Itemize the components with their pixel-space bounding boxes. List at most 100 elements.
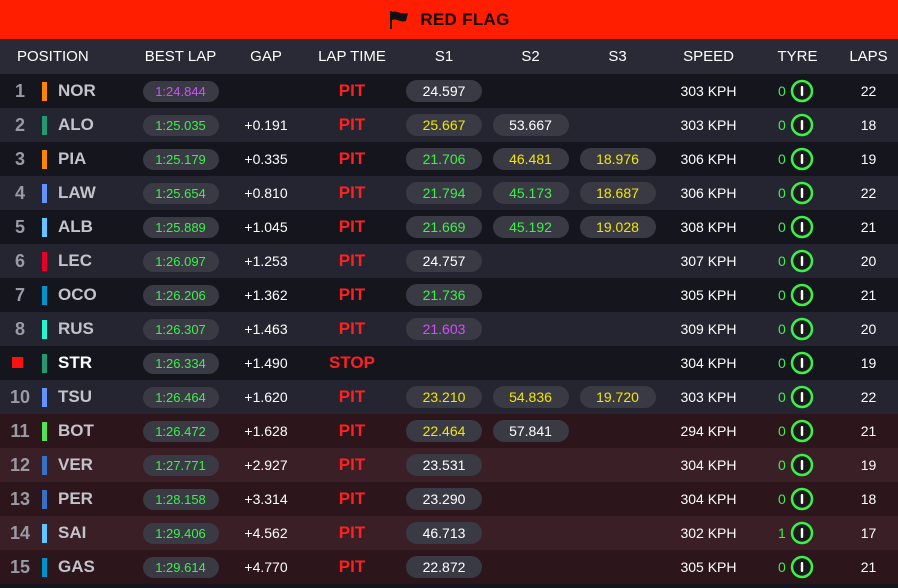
header-laps: LAPS [849, 48, 888, 65]
table-row[interactable]: 14 SAI 1:29.406 +4.562 PIT 46.713 302 KPH 1 17 [0, 516, 898, 550]
sector-s3: 18.687 [579, 182, 656, 204]
tyre-cell: 0 [756, 278, 839, 312]
s1-cell: 22.464 [401, 420, 487, 442]
s2-cell: 54.836 [487, 386, 574, 408]
table-row[interactable]: 4 LAW 1:25.654 +0.810 PIT 21.794 45.173 18.687 3… [0, 176, 898, 210]
laps-value: 19 [860, 457, 877, 473]
s1-cell: 21.794 [401, 182, 487, 204]
position-cell: 8 RUS [0, 312, 132, 346]
position-number: 5 [14, 217, 25, 237]
table-row[interactable]: 15 GAS 1:29.614 +4.770 PIT 22.872 305 KPH 0 21 [0, 550, 898, 584]
laps-value: 21 [860, 559, 877, 575]
table-row[interactable]: 5 ALB 1:25.889 +1.045 PIT 21.669 45.192 19.028 3… [0, 210, 898, 244]
sector-s1: 21.794 [406, 182, 482, 204]
position-cell: 15 GAS [0, 550, 132, 584]
tyre-cell: 0 [756, 482, 839, 516]
team-color-bar [42, 558, 47, 577]
best-lap-cell: 1:26.472 [132, 420, 229, 442]
table-row[interactable]: 1 NOR 1:24.844 PIT 24.597 303 KPH 0 22 [0, 74, 898, 108]
sector-s2: 54.836 [492, 386, 569, 408]
table-row[interactable]: 6 LEC 1:26.097 +1.253 PIT 24.757 307 KPH 0 20 [0, 244, 898, 278]
speed-value: 302 KPH [680, 525, 737, 541]
team-color-bar [42, 286, 47, 305]
laps-value: 20 [860, 253, 877, 269]
speed-value: 294 KPH [680, 423, 737, 439]
team-color-bar [42, 82, 47, 101]
lap-status: PIT [338, 387, 366, 406]
table-row[interactable]: 7 OCO 1:26.206 +1.362 PIT 21.736 305 KPH 0 21 [0, 278, 898, 312]
lap-status: PIT [338, 421, 366, 440]
speed-value: 304 KPH [680, 355, 737, 371]
tyre-age: 0 [778, 559, 786, 575]
sector-s2: 45.192 [492, 216, 569, 238]
s2-cell: 46.481 [487, 148, 574, 170]
best-lap-time: 1:29.406 [142, 522, 219, 544]
tyre-cell: 1 [756, 516, 839, 550]
position-number: 14 [9, 523, 31, 543]
lap-time-cell: PIT [303, 183, 401, 203]
position-cell: 11 BOT [0, 414, 132, 448]
team-color-bar [42, 354, 47, 373]
driver-code: GAS [58, 557, 95, 576]
lap-time-cell: STOP [303, 353, 401, 373]
lap-status: PIT [338, 183, 366, 202]
speed-value: 303 KPH [680, 389, 737, 405]
laps-value: 19 [860, 151, 877, 167]
s1-cell: 21.669 [401, 216, 487, 238]
s2-cell: 57.841 [487, 420, 574, 442]
best-lap-time: 1:25.179 [142, 148, 219, 170]
intermediate-tyre-icon [790, 147, 814, 171]
driver-code: PIA [58, 149, 87, 168]
header-position: POSITION [17, 48, 89, 65]
table-row[interactable]: 11 BOT 1:26.472 +1.628 PIT 22.464 57.841 294 KP… [0, 414, 898, 448]
best-lap-time: 1:24.844 [142, 80, 219, 102]
sector-s1: 21.669 [406, 216, 482, 238]
best-lap-cell: 1:24.844 [132, 80, 229, 102]
best-lap-cell: 1:26.334 [132, 352, 229, 374]
tyre-age: 0 [778, 321, 786, 337]
table-row[interactable]: 8 RUS 1:26.307 +1.463 PIT 21.603 309 KPH 0 20 [0, 312, 898, 346]
lap-status: STOP [329, 353, 375, 372]
s2-cell: 53.667 [487, 114, 574, 136]
position-number: 7 [14, 285, 25, 305]
sector-s3: 19.028 [579, 216, 656, 238]
table-row[interactable]: 3 PIA 1:25.179 +0.335 PIT 21.706 46.481 18.976 3… [0, 142, 898, 176]
table-row[interactable]: 12 VER 1:27.771 +2.927 PIT 23.531 304 KPH 0 19 [0, 448, 898, 482]
lap-status: PIT [338, 523, 366, 542]
table-header: POSITION BEST LAP GAP LAP TIME S1 S2 S3 … [0, 39, 898, 74]
lap-time-cell: PIT [303, 387, 401, 407]
header-s3: S3 [608, 48, 627, 65]
driver-code: SAI [58, 523, 87, 542]
tyre-cell: 0 [756, 244, 839, 278]
driver-code: STR [58, 353, 92, 372]
best-lap-time: 1:26.206 [142, 284, 219, 306]
speed-value: 305 KPH [680, 287, 737, 303]
table-row[interactable]: STR 1:26.334 +1.490 STOP 304 KPH 0 19 [0, 346, 898, 380]
best-lap-cell: 1:26.307 [132, 318, 229, 340]
s2-cell: 45.192 [487, 216, 574, 238]
intermediate-tyre-icon [790, 113, 814, 137]
lap-status: PIT [338, 217, 366, 236]
lap-status: PIT [338, 115, 366, 134]
best-lap-cell: 1:27.771 [132, 454, 229, 476]
intermediate-tyre-icon [790, 79, 814, 103]
table-row[interactable]: 10 TSU 1:26.464 +1.620 PIT 23.210 54.836 19.720… [0, 380, 898, 414]
tyre-age: 1 [778, 525, 786, 541]
s3-cell: 18.687 [574, 182, 661, 204]
gap-value: +1.490 [244, 355, 288, 371]
driver-code: VER [58, 455, 93, 474]
laps-value: 17 [860, 525, 877, 541]
position-number: 2 [14, 115, 25, 135]
position-number: 4 [14, 183, 25, 203]
sector-s1: 22.464 [406, 420, 482, 442]
lap-status: PIT [338, 489, 366, 508]
speed-value: 304 KPH [680, 457, 737, 473]
position-cell: STR [0, 346, 132, 380]
lap-time-cell: PIT [303, 489, 401, 509]
table-row[interactable]: 13 PER 1:28.158 +3.314 PIT 23.290 304 KPH 0 18 [0, 482, 898, 516]
best-lap-time: 1:27.771 [142, 454, 219, 476]
driver-code: LAW [58, 183, 96, 202]
best-lap-cell: 1:25.889 [132, 216, 229, 238]
sector-s1: 24.597 [406, 80, 482, 102]
table-row[interactable]: 2 ALO 1:25.035 +0.191 PIT 25.667 53.667 303 KPH… [0, 108, 898, 142]
